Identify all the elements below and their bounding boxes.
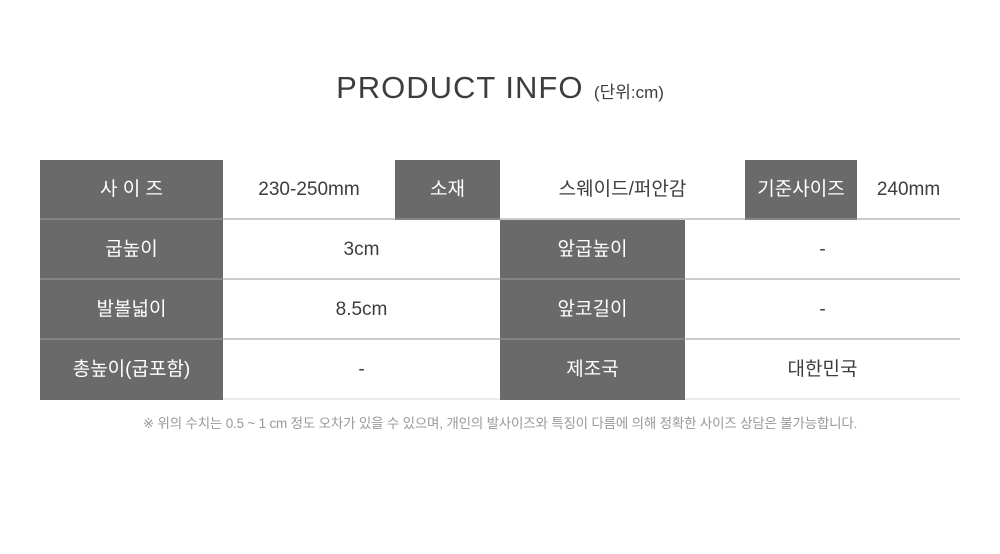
spec-label-heel-height: 굽높이 (40, 220, 223, 280)
spec-label-country: 제조국 (500, 340, 685, 400)
spec-value-toe-length: - (685, 280, 960, 340)
page-title-text: PRODUCT INFO (336, 70, 584, 105)
spec-label-size: 사 이 즈 (40, 160, 223, 220)
spec-label-material: 소재 (395, 160, 500, 220)
product-spec-table: 사 이 즈 230-250mm 소재 스웨이드/퍼안감 기준사이즈 240mm … (40, 160, 960, 400)
size-disclaimer-note: ※ 위의 수치는 0.5 ~ 1 cm 정도 오차가 있을 수 있으며, 개인의… (142, 416, 858, 431)
spec-value-front-heel-height: - (685, 220, 960, 280)
spec-value-heel-height: 3cm (223, 220, 500, 280)
spec-label-front-heel-height: 앞굽높이 (500, 220, 685, 280)
spec-label-toe-length: 앞코길이 (500, 280, 685, 340)
spec-value-country: 대한민국 (685, 340, 960, 400)
spec-value-size: 230-250mm (223, 160, 395, 220)
spec-value-foot-width: 8.5cm (223, 280, 500, 340)
page-title: PRODUCT INFO (단위:cm) (0, 70, 1000, 106)
spec-value-material: 스웨이드/퍼안감 (500, 160, 745, 220)
page-title-unit: (단위:cm) (593, 83, 664, 102)
spec-label-total-height: 총높이(굽포함) (40, 340, 223, 400)
spec-value-total-height: - (223, 340, 500, 400)
spec-label-base-size: 기준사이즈 (745, 160, 857, 220)
spec-label-foot-width: 발볼넓이 (40, 280, 223, 340)
spec-value-base-size: 240mm (857, 160, 960, 220)
